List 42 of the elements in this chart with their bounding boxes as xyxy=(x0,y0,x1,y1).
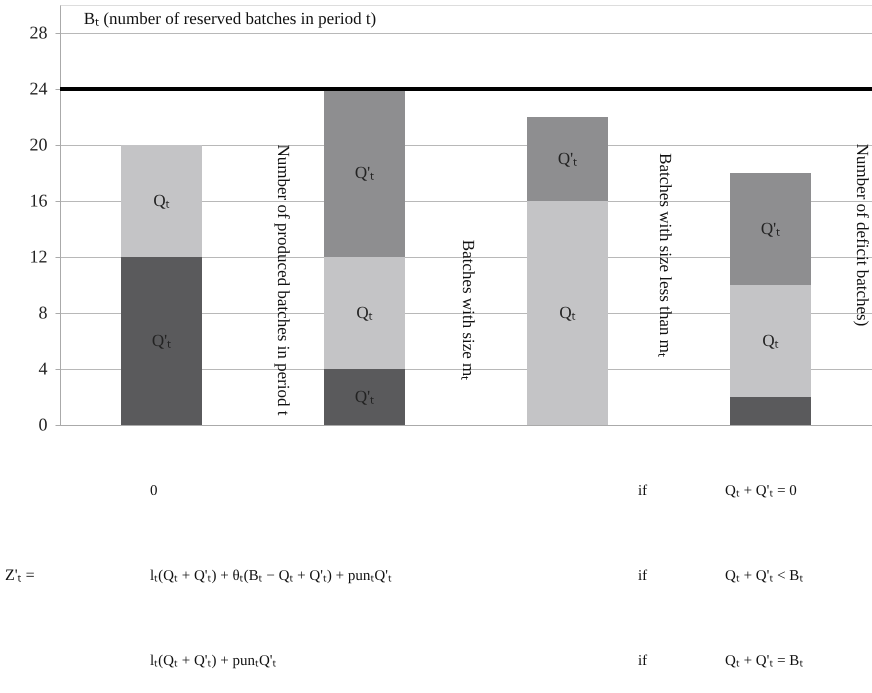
text: Qₜ + Q'ₜ = Bₜ xyxy=(725,653,804,669)
data-label: Q'ₜ xyxy=(152,331,172,350)
y-tick-label: 12 xyxy=(30,246,48,266)
y-tick-label: 4 xyxy=(38,358,48,378)
bar xyxy=(324,257,405,369)
y-tick-label: 8 xyxy=(38,302,48,322)
bar xyxy=(527,201,608,425)
annotation: Number of deficit batches) xyxy=(853,144,872,326)
y-tick-label: 28 xyxy=(30,22,48,42)
y-tick-label: 16 xyxy=(30,190,48,210)
text: Z'ₜ = xyxy=(5,567,35,584)
data-label: Qₜ xyxy=(153,191,170,210)
text: if xyxy=(638,653,648,669)
bar xyxy=(324,89,405,257)
annotation: Batches with size mₜ xyxy=(459,240,478,380)
annotation: Number of produced batches in period t xyxy=(274,144,293,416)
data-label: Qₜ xyxy=(356,303,373,322)
text: Qₜ + Q'ₜ = 0 xyxy=(725,483,797,499)
bar xyxy=(121,257,202,425)
text: lₜ(Qₜ + Q'ₜ) + punₜQ'ₜ xyxy=(150,653,276,669)
data-label: Qₜ xyxy=(559,303,576,322)
data-label: Qₜ xyxy=(762,331,779,350)
y-tick-label: 0 xyxy=(38,414,48,434)
y-tick-label: 24 xyxy=(30,78,48,98)
bar xyxy=(730,285,811,397)
text: if xyxy=(638,568,648,584)
bar xyxy=(527,117,608,201)
text: lₜ(Qₜ + Q'ₜ) + θₜ(Bₜ − Qₜ + Q'ₜ) + punₜQ'ₜ xyxy=(150,568,392,584)
ref-line-label: Bₜ (number of reserved batches in period t) xyxy=(84,9,376,28)
data-label: Q'ₜ xyxy=(558,149,578,168)
bar xyxy=(730,397,811,425)
text: Qₜ + Q'ₜ < Bₜ xyxy=(725,568,804,584)
data-label: Q'ₜ xyxy=(760,219,780,238)
text: 0 xyxy=(150,483,158,499)
bar xyxy=(730,173,811,285)
bar xyxy=(324,369,405,425)
text: if xyxy=(638,483,648,499)
y-tick-label: 20 xyxy=(30,134,48,154)
data-label: Q'ₜ xyxy=(354,163,374,182)
bar xyxy=(121,145,202,257)
annotation: Batches with size less than mₜ xyxy=(656,153,675,357)
data-label: Q'ₜ xyxy=(354,387,374,406)
